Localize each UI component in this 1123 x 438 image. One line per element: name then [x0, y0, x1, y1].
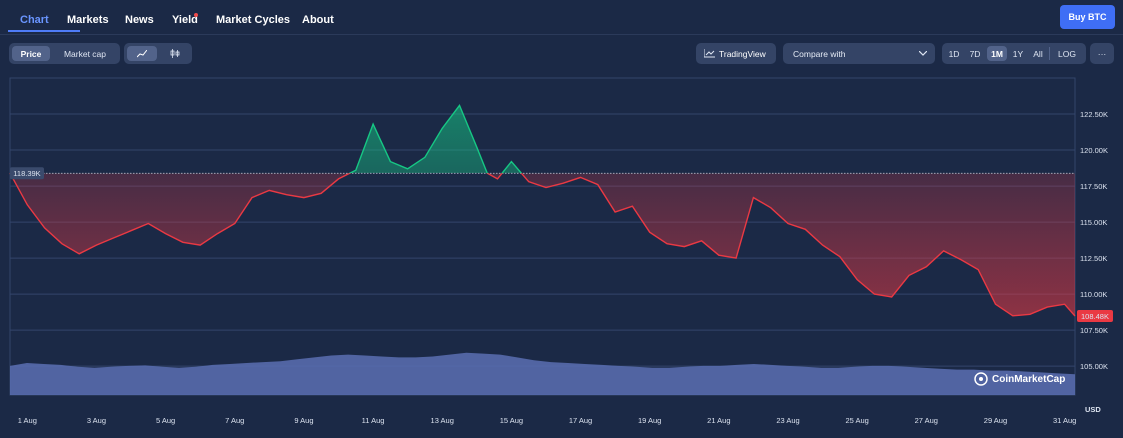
candlestick-button[interactable]: [160, 46, 190, 61]
x-tick-label: 7 Aug: [225, 416, 244, 425]
baseline-price-tag: [10, 167, 44, 180]
x-tick-label: 3 Aug: [87, 416, 106, 425]
y-axis: 105.00K 107.50K 110.00K 112.50K 115.00K 117.5…: [1080, 110, 1108, 414]
compare-with-label: Compare with: [793, 48, 846, 59]
y-tick-label: 115.00K: [1080, 218, 1107, 227]
x-tick-label: 29 Aug: [984, 416, 1007, 425]
last-price-label: 108.48K: [1081, 312, 1109, 321]
y-tick-label: 122.50K: [1080, 110, 1108, 119]
x-tick-label: 17 Aug: [569, 416, 592, 425]
tab-news[interactable]: News: [125, 14, 154, 26]
coinmarketcap-watermark: CoinMarketCap: [974, 372, 1065, 386]
price-chart: 105.00K 107.50K 110.00K 112.50K 115.00K 117.5…: [9, 77, 1113, 425]
x-tick-label: 25 Aug: [845, 416, 868, 425]
top-nav: Chart Markets News Yield Market Cycles A…: [0, 0, 1123, 35]
price-marketcap-toggle: Price Market cap: [9, 43, 120, 64]
more-options: ···: [1090, 43, 1114, 64]
last-price-tag: [1077, 310, 1113, 323]
price-areas: [10, 105, 1075, 316]
range-1m-button[interactable]: 1M: [987, 46, 1007, 61]
tab-markets[interactable]: Markets: [67, 14, 109, 26]
range-selector: 1D 7D 1M 1Y All LOG: [942, 43, 1086, 64]
new-dot-icon: [194, 13, 198, 17]
x-tick-label: 9 Aug: [294, 416, 313, 425]
tab-market-cycles[interactable]: Market Cycles: [216, 14, 290, 26]
x-tick-label: 13 Aug: [431, 416, 454, 425]
candlestick-icon: [170, 49, 180, 58]
chart-type-toggle: [124, 43, 192, 64]
price-button[interactable]: Price: [12, 46, 50, 61]
coinmarketcap-logo-dot: [979, 377, 983, 381]
tradingview-label: TradingView: [719, 48, 766, 59]
price-labels: 118.39K 108.48K: [10, 167, 1113, 323]
x-tick-label: 27 Aug: [915, 416, 938, 425]
baseline-price-label: 118.39K: [13, 169, 40, 178]
x-tick-label: 21 Aug: [707, 416, 730, 425]
coinmarketcap-logo-icon: [974, 372, 988, 386]
chevron-down-icon: [919, 51, 927, 56]
y-tick-label: 120.00K: [1080, 146, 1108, 155]
more-options-button[interactable]: ···: [1097, 48, 1107, 59]
price-lines: [9, 103, 1076, 317]
y-tick-label: 112.50K: [1080, 254, 1107, 263]
price-line-below: [9, 173, 1076, 317]
active-tab-underline: [8, 30, 80, 32]
unit-label: USD: [1085, 405, 1101, 414]
x-tick-label: 11 Aug: [362, 416, 385, 425]
y-tick-label: 110.00K: [1080, 290, 1107, 299]
volume-bars: [10, 352, 1075, 395]
y-tick-label: 117.50K: [1080, 182, 1107, 191]
range-all-button[interactable]: All: [1033, 48, 1043, 59]
tradingview-icon: [704, 49, 715, 58]
x-tick-label: 19 Aug: [638, 416, 661, 425]
watermark-text: CoinMarketCap: [992, 374, 1065, 385]
price-area-below-baseline: [10, 173, 1075, 316]
x-tick-label: 1 Aug: [18, 416, 37, 425]
y-tick-label: 105.00K: [1080, 362, 1108, 371]
x-tick-label: 23 Aug: [776, 416, 799, 425]
x-tick-label: 5 Aug: [156, 416, 175, 425]
range-1y-button[interactable]: 1Y: [1012, 48, 1024, 59]
tab-chart[interactable]: Chart: [20, 14, 49, 26]
range-1d-button[interactable]: 1D: [948, 48, 960, 59]
range-7d-button[interactable]: 7D: [969, 48, 981, 59]
tab-yield[interactable]: Yield: [172, 14, 198, 26]
line-chart-button[interactable]: [127, 46, 157, 61]
tab-about[interactable]: About: [302, 14, 334, 26]
volume-area: [10, 352, 1075, 395]
market-cap-button[interactable]: Market cap: [63, 48, 107, 59]
buy-btc-button[interactable]: Buy BTC: [1060, 5, 1115, 29]
tradingview-button[interactable]: TradingView: [696, 43, 776, 64]
log-scale-button[interactable]: LOG: [1058, 48, 1076, 59]
x-tick-label: 31 Aug: [1053, 416, 1076, 425]
range-divider: [1049, 47, 1050, 60]
x-axis: 1 Aug 3 Aug 5 Aug 7 Aug 9 Aug 11 Aug 13 Aug 15 …: [18, 416, 1077, 425]
line-chart-icon: [137, 49, 147, 57]
y-tick-label: 107.50K: [1080, 326, 1108, 335]
compare-with-select[interactable]: Compare with: [783, 43, 935, 64]
x-tick-label: 15 Aug: [500, 416, 523, 425]
